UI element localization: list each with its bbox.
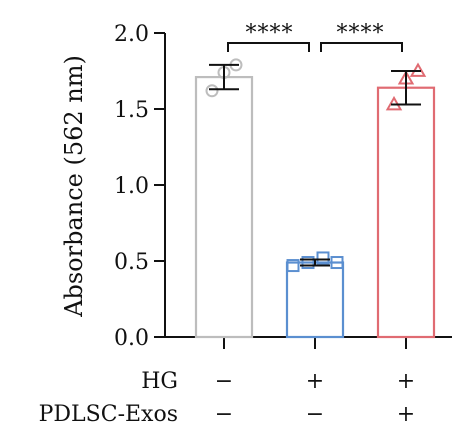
y-tick-label: 1.0	[114, 174, 149, 199]
significance-bracket	[320, 42, 403, 52]
y-tick-label: 2.0	[114, 22, 149, 47]
condition-sign: −	[306, 402, 324, 427]
condition-sign: −	[215, 402, 233, 427]
condition-sign: +	[397, 369, 415, 394]
data-point	[301, 256, 315, 270]
error-bars	[209, 63, 421, 267]
data-point	[316, 251, 330, 265]
significance-label: ****	[337, 21, 385, 46]
bar	[285, 261, 345, 339]
bar	[194, 75, 254, 339]
y-tick-label: 0.5	[114, 250, 149, 275]
y-axis-title: Absorbance (562 nm)	[60, 55, 88, 318]
condition-sign: +	[397, 402, 415, 427]
data-point	[330, 256, 344, 270]
condition-label: PDLSC-Exos	[39, 402, 178, 427]
condition-label: HG	[141, 369, 178, 394]
bars	[194, 75, 436, 339]
data-point	[205, 84, 219, 98]
condition-sign: −	[215, 369, 233, 394]
y-tick-label: 1.5	[114, 98, 149, 123]
condition-table: HG − + + PDLSC-Exos − − +	[39, 369, 416, 427]
significance-label: ****	[246, 21, 294, 46]
condition-sign: +	[306, 369, 324, 394]
significance-brackets: **** ****	[227, 21, 403, 52]
data-point	[286, 259, 300, 273]
axes: 0.0 0.5 1.0 1.5 2.0	[114, 22, 452, 351]
bar	[376, 86, 436, 339]
y-tick-label: 0.0	[114, 326, 149, 351]
significance-bracket	[227, 42, 310, 52]
data-points	[205, 58, 427, 273]
